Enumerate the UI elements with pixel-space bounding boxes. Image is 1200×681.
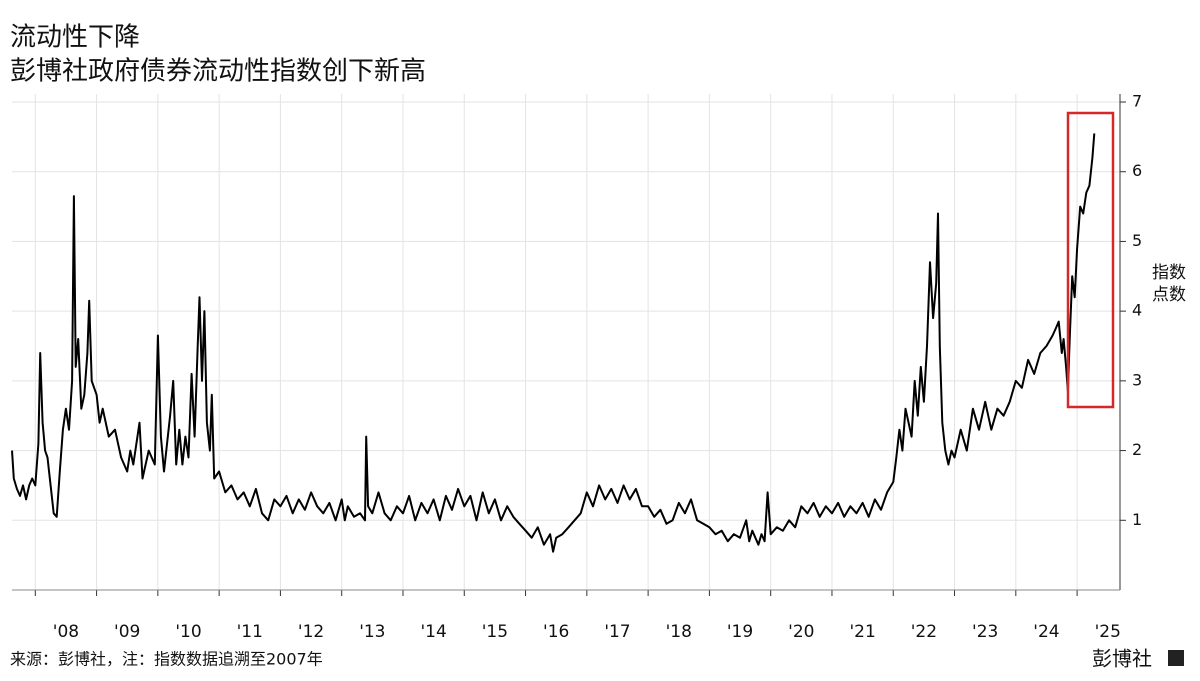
x-tick-label: '09 — [114, 622, 140, 642]
y-tick-label: 4 — [1132, 301, 1142, 320]
y-tick-label: 7 — [1132, 92, 1142, 111]
x-tick-label: '11 — [237, 622, 263, 642]
y-tick-label: 2 — [1132, 440, 1142, 459]
chart-title: 流动性下降 — [10, 23, 140, 53]
brand-icon — [1168, 650, 1184, 666]
x-tick-label: '15 — [482, 622, 508, 642]
y-tick-label: 5 — [1132, 231, 1142, 250]
x-tick-label: '23 — [972, 622, 998, 642]
x-tick-label: '13 — [359, 622, 385, 642]
x-tick-label: '16 — [543, 622, 569, 642]
x-tick-label: '14 — [420, 622, 446, 642]
brand: 彭博社 — [1092, 647, 1152, 671]
x-tick-label: '19 — [727, 622, 753, 642]
highlight-box — [1066, 111, 1115, 409]
x-tick-label: '08 — [53, 622, 79, 642]
x-tick-label: '18 — [666, 622, 692, 642]
x-tick-label: '10 — [175, 622, 201, 642]
x-tick-label: '20 — [788, 622, 814, 642]
x-tick-label: '21 — [849, 622, 875, 642]
source-note: 来源：彭博社，注：指数数据追溯至2007年 — [10, 650, 323, 669]
y-tick-label: 3 — [1132, 370, 1142, 389]
y-tick-label: 1 — [1132, 510, 1142, 529]
chart-subtitle: 彭博社政府债券流动性指数创下新高 — [10, 57, 426, 87]
data-line — [11, 133, 1096, 553]
x-tick-label: '25 — [1095, 622, 1121, 642]
x-tick-label: '17 — [604, 622, 630, 642]
y-tick-label: 6 — [1132, 161, 1142, 180]
y-axis-label: 指数点数 — [1152, 263, 1186, 305]
x-tick-label: '24 — [1033, 622, 1059, 642]
x-tick-label: '22 — [911, 622, 937, 642]
plot-area: 1 2 3 4 5 6 7 '08 '09 '10 '11 '12 '13 '14 '15 '16 '17 '18… — [11, 92, 1142, 642]
x-tick-label: '12 — [298, 622, 324, 642]
